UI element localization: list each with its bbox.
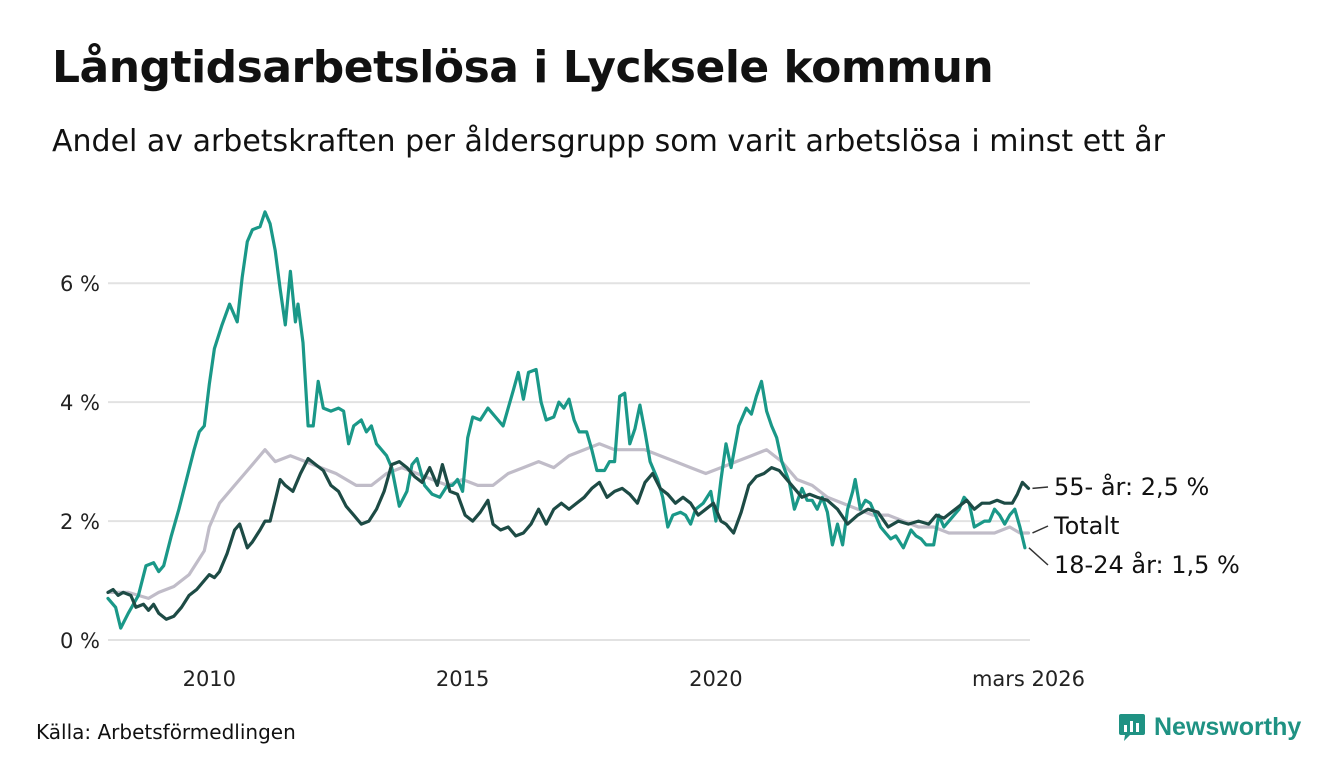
end-label: 55- år: 2,5 % (1054, 472, 1209, 501)
chart-subtitle: Andel av arbetskraften per åldersgrupp s… (52, 124, 1165, 159)
chart-title: Långtidsarbetslösa i Lycksele kommun (52, 42, 994, 93)
x-tick-label: 2015 (436, 667, 489, 691)
newsworthy-logo[interactable]: Newsworthy (1118, 712, 1301, 742)
series-line-age_55 (106, 457, 1031, 621)
brand-name: Newsworthy (1154, 712, 1302, 741)
end-label: 18-24 år: 1,5 % (1054, 550, 1240, 579)
y-tick-label: 0 % (60, 629, 100, 653)
end-label-connector (1032, 486, 1049, 490)
end-label-connector (1028, 547, 1049, 566)
y-tick-label: 6 % (60, 272, 100, 296)
series-line-age_18_24 (106, 210, 1027, 630)
source-note: Källa: Arbetsförmedlingen (36, 720, 296, 744)
x-tick-label: 2020 (689, 667, 742, 691)
x-tick-label: 2010 (183, 667, 236, 691)
x-tick-label: mars 2026 (972, 667, 1085, 691)
y-tick-label: 4 % (60, 391, 100, 415)
y-tick-label: 2 % (60, 510, 100, 534)
end-label-connector (1032, 525, 1049, 534)
end-label: Totalt (1053, 512, 1119, 540)
newsworthy-icon (1119, 714, 1145, 741)
